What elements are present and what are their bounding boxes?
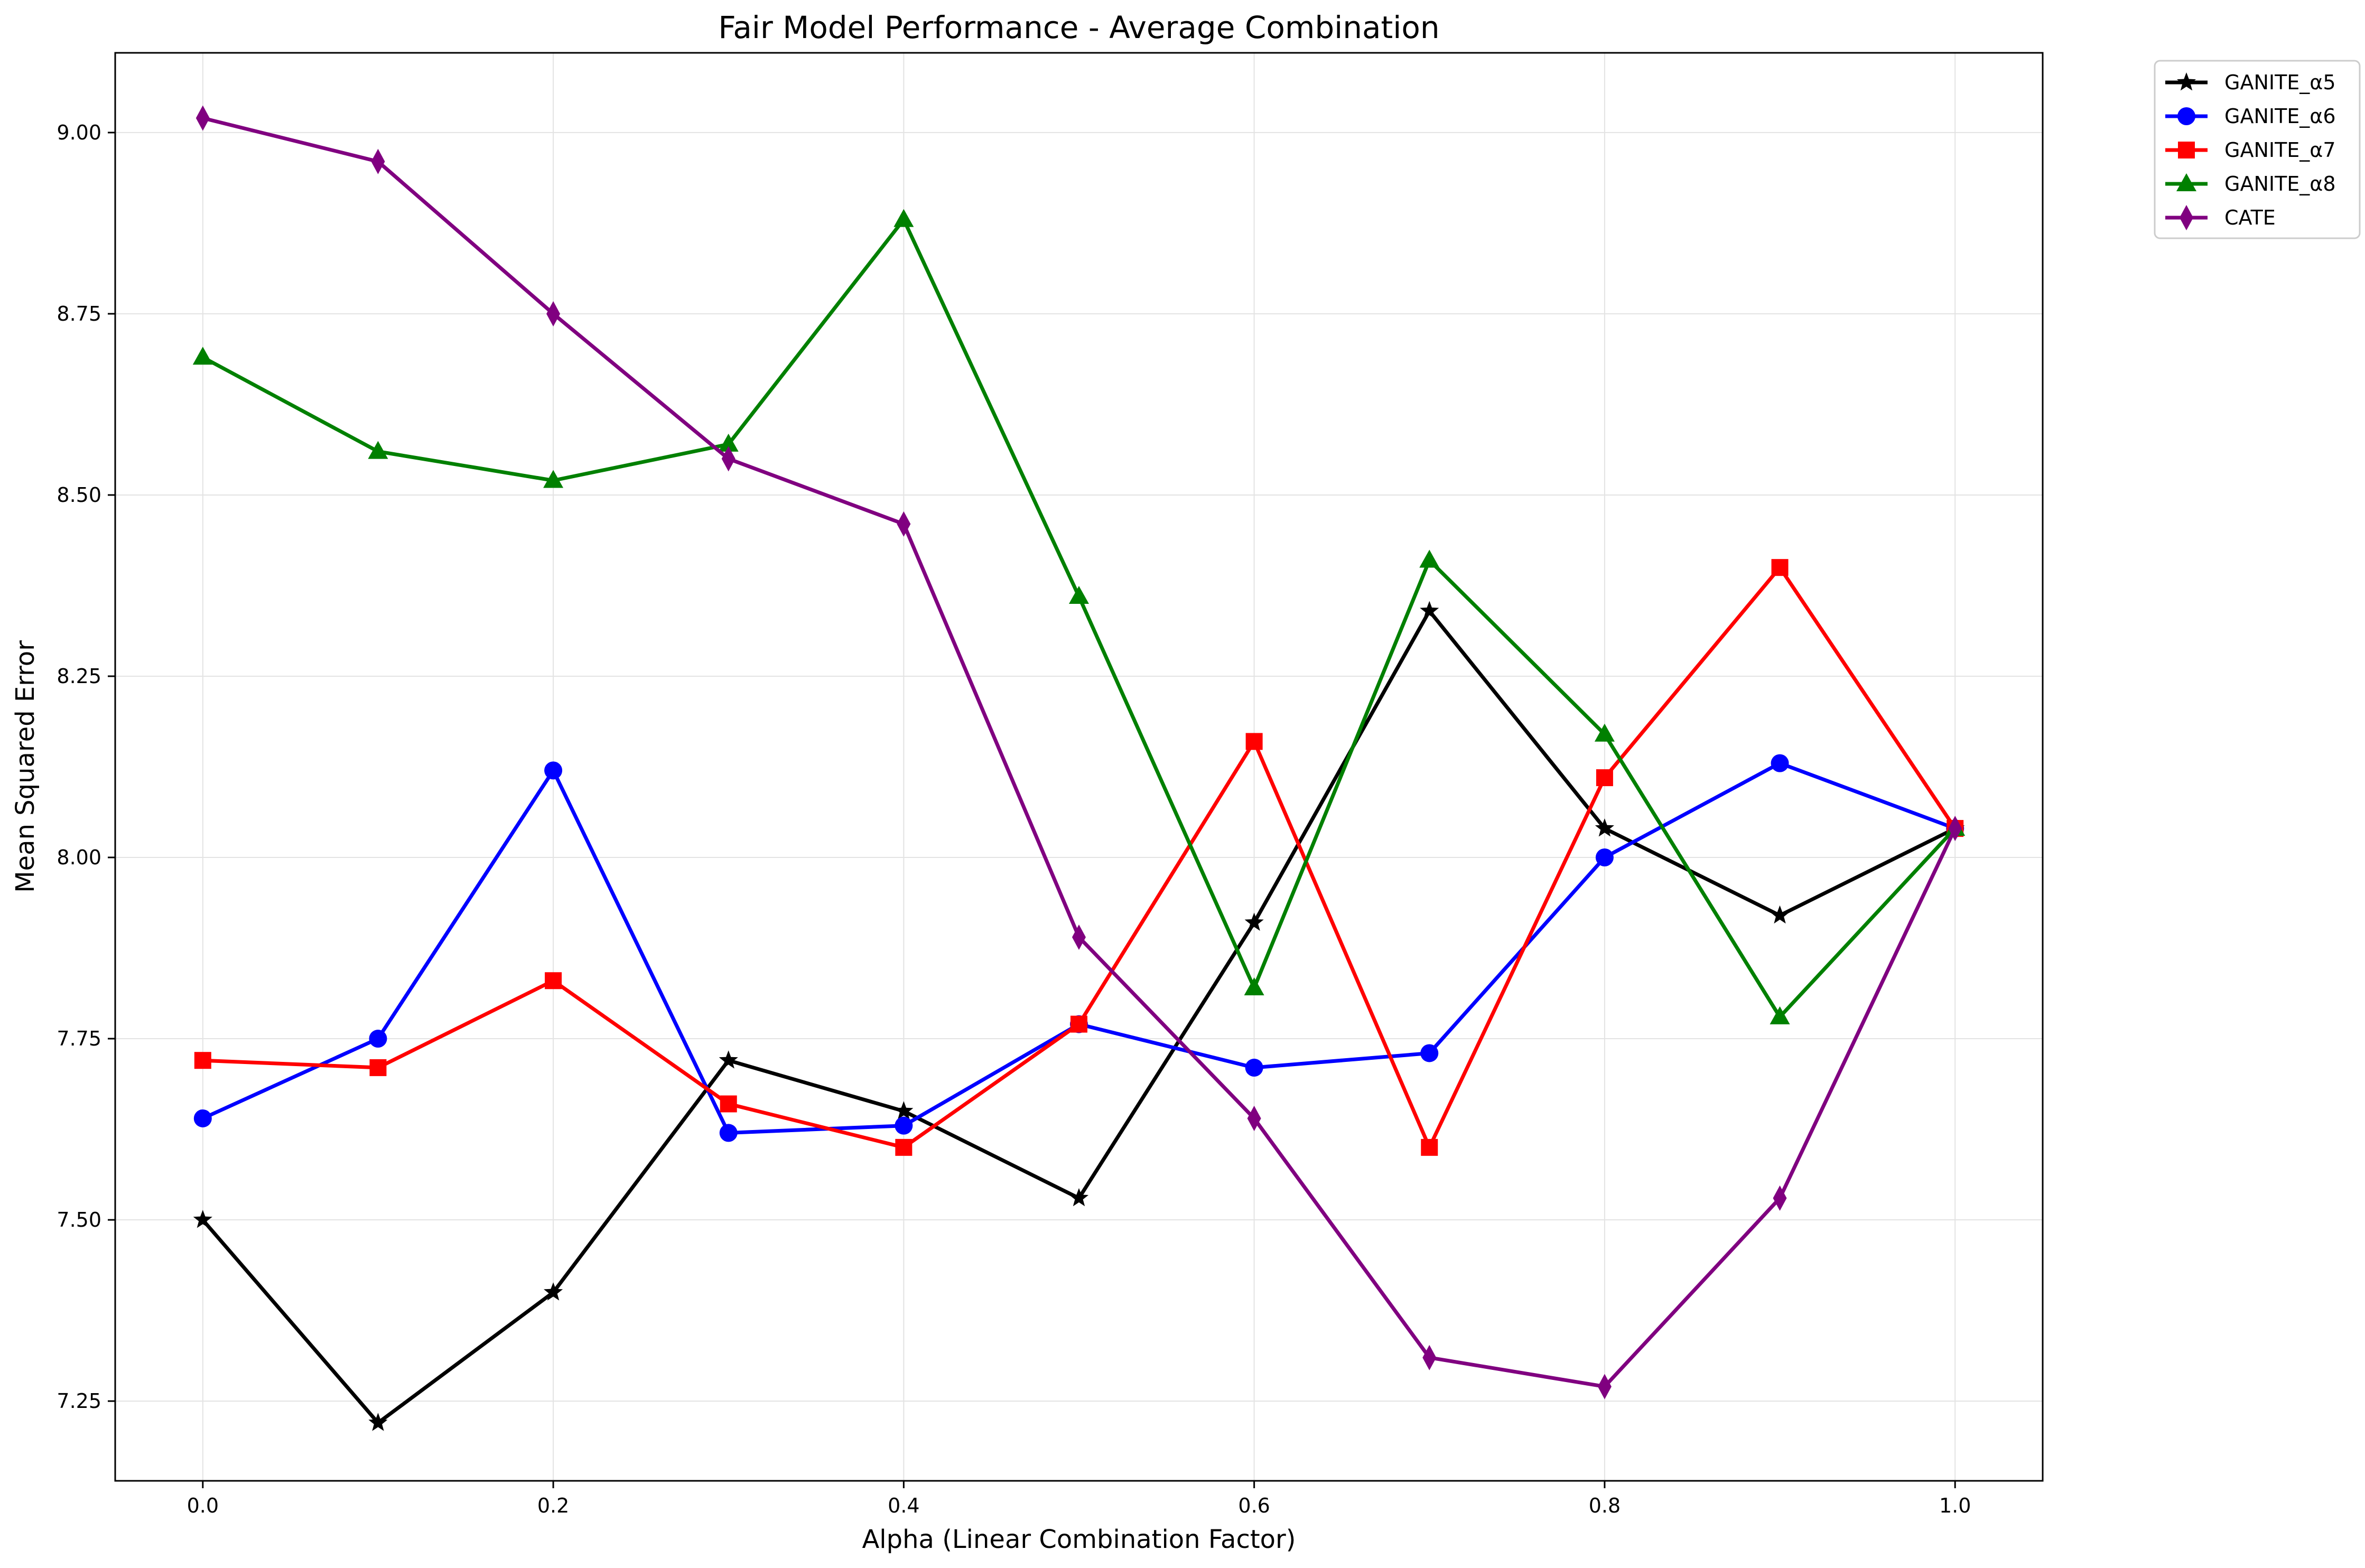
chart-title: Fair Model Performance - Average Combina… (718, 10, 1439, 45)
legend-entry: GANITE_α8 (2165, 172, 2336, 195)
x-tick-label: 0.0 (187, 1494, 219, 1517)
data-point (1420, 601, 1439, 619)
data-point (193, 1109, 212, 1127)
axis-ticks: 0.0 0.2 0.4 0.6 0.8 1.0 7.25 7.50 7.75 8.00 8.25 8.… (57, 121, 1971, 1517)
y-tick-label: 8.00 (57, 846, 101, 869)
data-point (1594, 723, 1615, 742)
data-point (369, 1059, 387, 1076)
legend-label: GANITE_α8 (2224, 172, 2336, 195)
x-tick-label: 0.2 (537, 1494, 569, 1517)
data-point (1771, 559, 1789, 576)
y-tick-label: 8.75 (57, 302, 101, 325)
grid (115, 53, 2043, 1481)
legend-box (2154, 60, 2361, 239)
x-tick-label: 0.6 (1238, 1494, 1270, 1517)
y-tick-label: 8.25 (57, 665, 101, 688)
legend-label: CATE (2224, 206, 2276, 229)
data-point (1072, 924, 1086, 950)
legend-entry: GANITE_α5 (2165, 71, 2336, 94)
data-point (1595, 848, 1614, 867)
legend-label: GANITE_α6 (2224, 105, 2336, 128)
data-point (1770, 905, 1790, 924)
data-point (1420, 1044, 1439, 1062)
y-tick-label: 7.50 (57, 1208, 101, 1231)
data-point (719, 1050, 738, 1069)
data-point (894, 1101, 914, 1119)
x-tick-label: 1.0 (1939, 1494, 1971, 1517)
legend-marker (2178, 142, 2195, 158)
data-point (543, 470, 564, 488)
legend-entry: GANITE_α6 (2165, 105, 2336, 128)
data-point (192, 347, 213, 365)
data-point (1070, 1015, 1087, 1033)
data-point (1421, 1138, 1438, 1156)
legend-label: GANITE_α7 (2224, 138, 2336, 162)
data-point (719, 1124, 738, 1142)
legend-label: GANITE_α5 (2224, 71, 2336, 94)
plot-frame (114, 52, 2044, 1482)
data-point (1422, 1345, 1437, 1370)
data-point (1244, 912, 1264, 931)
data-point (1069, 1188, 1089, 1207)
data-point (721, 446, 735, 472)
data-point (1597, 1374, 1612, 1399)
data-point (1069, 586, 1089, 604)
x-tick-label: 0.4 (888, 1494, 919, 1517)
series-0 (193, 601, 1965, 1431)
data-point (195, 105, 210, 131)
data-point (720, 1095, 737, 1113)
data-point (194, 1052, 211, 1069)
x-axis-label: Alpha (Linear Combination Factor) (862, 1525, 1296, 1554)
data-point (544, 761, 563, 780)
legend-entry: CATE (2165, 205, 2276, 230)
legend-marker (2180, 205, 2193, 230)
data-point (546, 301, 561, 326)
y-tick-label: 7.25 (57, 1389, 101, 1413)
data-point (193, 1210, 212, 1228)
data-point (895, 1116, 913, 1135)
data-point (1247, 1105, 1261, 1131)
data-point (1419, 549, 1440, 568)
legend: GANITE_α5 GANITE_α6 GANITE_α7 GANITE_α8 CATE (2154, 60, 2361, 239)
data-point (545, 972, 562, 990)
data-point (1245, 1058, 1263, 1077)
y-tick-label: 7.75 (57, 1027, 101, 1050)
data-point (895, 1138, 913, 1156)
y-tick-label: 9.00 (57, 121, 101, 144)
data-point (1773, 1185, 1787, 1211)
x-tick-label: 0.8 (1589, 1494, 1621, 1517)
data-point (1244, 977, 1264, 995)
data-point (368, 441, 388, 459)
legend-marker (2177, 107, 2195, 125)
data-point (1245, 733, 1263, 750)
data-point (1770, 1006, 1790, 1024)
series-4 (195, 105, 1962, 1399)
y-axis-label: Mean Squared Error (11, 640, 40, 893)
series-lines (192, 105, 1966, 1431)
data-point (718, 433, 739, 452)
data-point (1948, 816, 1962, 842)
data-point (897, 511, 911, 537)
data-point (368, 1413, 388, 1431)
data-point (1771, 754, 1789, 772)
legend-marker (2176, 72, 2196, 91)
legend-marker (2176, 173, 2196, 191)
y-tick-label: 8.50 (57, 483, 101, 507)
data-point (1595, 818, 1614, 837)
data-point (1596, 769, 1613, 787)
legend-entry: GANITE_α7 (2165, 138, 2336, 162)
data-point (371, 148, 385, 174)
data-point (369, 1030, 387, 1048)
data-point (544, 1282, 563, 1301)
data-point (893, 209, 914, 227)
